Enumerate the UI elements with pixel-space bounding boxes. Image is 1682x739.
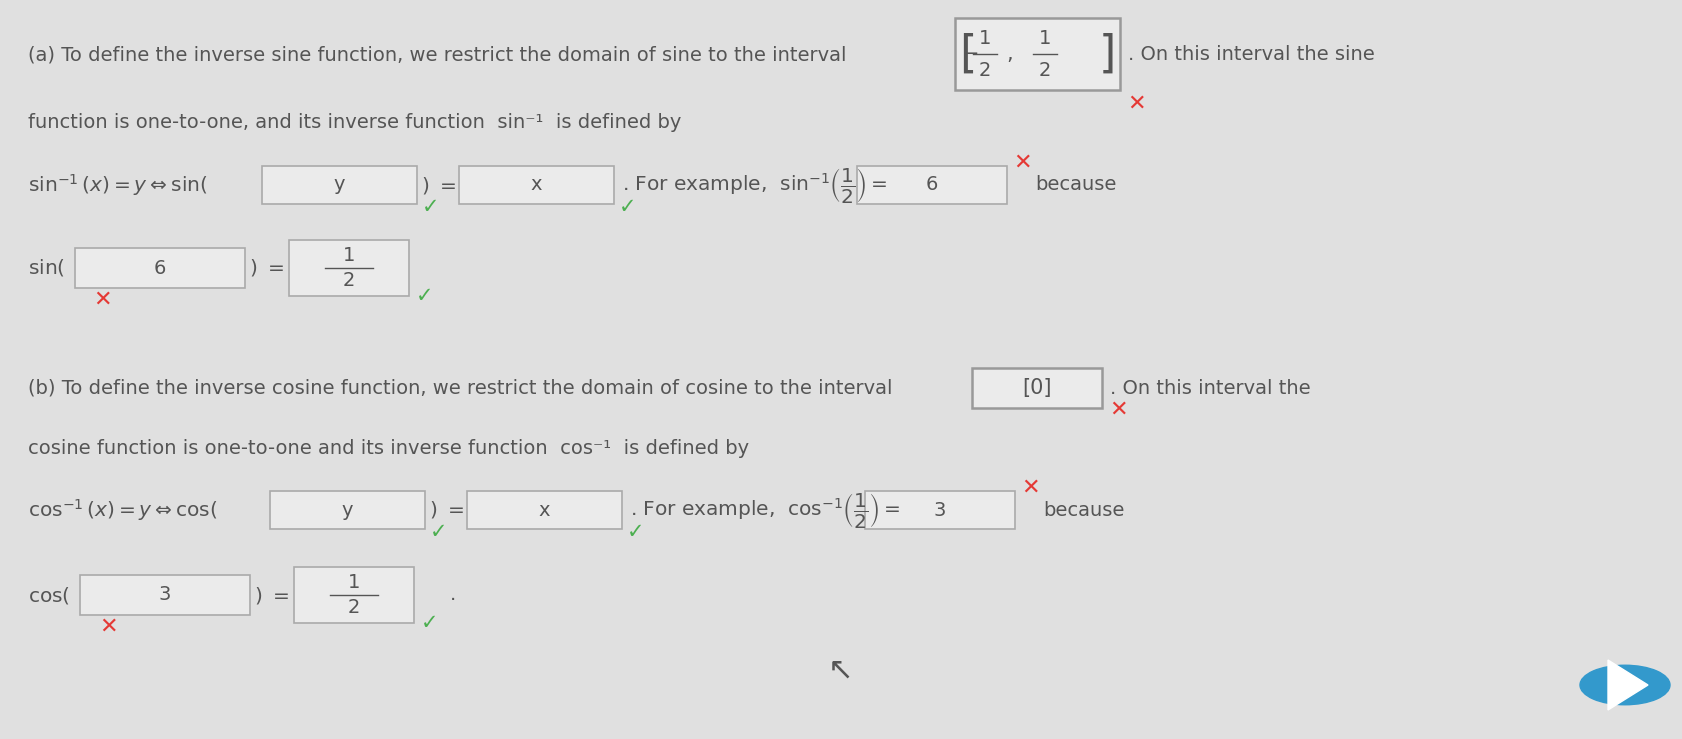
Text: ✕: ✕ [94, 290, 113, 310]
Text: ,: , [1006, 44, 1013, 64]
Text: y: y [333, 175, 345, 194]
Text: 3: 3 [934, 500, 945, 520]
FancyBboxPatch shape [459, 166, 614, 204]
Text: ) $=$: ) $=$ [254, 585, 289, 605]
Text: 1: 1 [1038, 29, 1051, 47]
Text: ) $=$: ) $=$ [429, 500, 464, 520]
Text: (b) To define the inverse cosine function, we restrict the domain of cosine to t: (b) To define the inverse cosine functio… [29, 378, 891, 398]
Text: 2: 2 [1038, 61, 1051, 80]
Text: ✓: ✓ [627, 522, 644, 542]
FancyBboxPatch shape [954, 18, 1119, 90]
FancyBboxPatch shape [269, 491, 426, 529]
Text: 3: 3 [158, 585, 172, 605]
Polygon shape [1606, 660, 1647, 710]
Text: ✕: ✕ [1125, 94, 1145, 114]
Text: 6: 6 [925, 175, 937, 194]
Text: 2: 2 [343, 270, 355, 290]
Text: 2: 2 [979, 61, 991, 80]
Text: $\cos($: $\cos($ [29, 585, 71, 605]
Text: because: because [1034, 175, 1115, 194]
FancyBboxPatch shape [76, 248, 246, 288]
Text: 1: 1 [343, 246, 355, 265]
Text: 1: 1 [979, 29, 991, 47]
Text: [0]: [0] [1021, 378, 1051, 398]
Text: $\cos^{-1}(x) = y \Leftrightarrow \cos($: $\cos^{-1}(x) = y \Leftrightarrow \cos($ [29, 497, 217, 523]
Text: ]: ] [1098, 33, 1115, 75]
FancyBboxPatch shape [294, 567, 414, 623]
Text: x: x [530, 175, 542, 194]
Text: .: . [449, 585, 456, 605]
Text: x: x [538, 500, 550, 520]
Text: . For example,  $\sin^{-1}\!\left(\dfrac{1}{2}\right) =$: . For example, $\sin^{-1}\!\left(\dfrac{… [622, 166, 886, 205]
Text: ✕: ✕ [1013, 153, 1031, 173]
FancyBboxPatch shape [289, 240, 409, 296]
Text: [: [ [959, 33, 976, 75]
Text: ) $=$: ) $=$ [249, 257, 284, 279]
Text: $\sin^{-1}(x) = y \Leftrightarrow \sin($: $\sin^{-1}(x) = y \Leftrightarrow \sin($ [29, 172, 207, 198]
FancyBboxPatch shape [972, 368, 1102, 408]
Text: . For example,  $\cos^{-1}\!\left(\dfrac{1}{2}\right) =$: . For example, $\cos^{-1}\!\left(\dfrac{… [629, 491, 900, 530]
Text: because: because [1043, 500, 1124, 520]
Text: ✓: ✓ [619, 197, 636, 217]
Text: cosine function is one-to-one and its inverse function  cos⁻¹  is defined by: cosine function is one-to-one and its in… [29, 438, 748, 457]
Text: ✓: ✓ [422, 197, 439, 217]
Text: $\sin($: $\sin($ [29, 257, 66, 279]
FancyBboxPatch shape [856, 166, 1006, 204]
Text: function is one-to-one, and its inverse function  sin⁻¹  is defined by: function is one-to-one, and its inverse … [29, 114, 681, 132]
FancyBboxPatch shape [262, 166, 417, 204]
FancyBboxPatch shape [865, 491, 1014, 529]
Text: 6: 6 [153, 259, 167, 278]
Text: ↖: ↖ [828, 655, 853, 684]
Text: . On this interval the: . On this interval the [1110, 378, 1310, 398]
Text: ✓: ✓ [415, 286, 434, 306]
Text: ✕: ✕ [1021, 478, 1039, 498]
Text: 2: 2 [348, 598, 360, 617]
Text: y: y [341, 500, 353, 520]
Text: (a) To define the inverse sine function, we restrict the domain of sine to the i: (a) To define the inverse sine function,… [29, 46, 846, 64]
Text: ✓: ✓ [431, 522, 447, 542]
Text: . On this interval the sine: . On this interval the sine [1127, 46, 1374, 64]
Text: 1: 1 [348, 573, 360, 592]
FancyBboxPatch shape [81, 575, 251, 615]
Text: ) $=$: ) $=$ [420, 174, 461, 196]
Text: ✕: ✕ [99, 617, 118, 637]
FancyBboxPatch shape [466, 491, 622, 529]
Text: −: − [962, 44, 979, 64]
Text: ✕: ✕ [1108, 400, 1127, 420]
Circle shape [1579, 665, 1669, 705]
Text: ✓: ✓ [420, 613, 439, 633]
